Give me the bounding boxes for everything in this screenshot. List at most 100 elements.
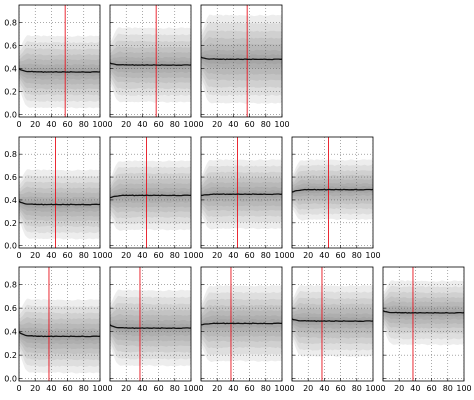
panel-frame <box>109 266 192 382</box>
confidence-band <box>19 329 100 341</box>
x-tick-label: 20 <box>121 251 131 260</box>
y-tick-label: 0.2 <box>4 88 17 97</box>
x-tick-label: 100 <box>183 120 198 129</box>
x-tick-label: 0 <box>16 120 21 129</box>
panel-r1c0: 0 20 40 60 80 100 0.0 0.2 0.4 0.6 0.8 <box>4 136 108 260</box>
x-tick-label: 20 <box>30 120 40 129</box>
panel-r2c2: 0 20 40 60 80 100 <box>198 266 290 393</box>
median-line <box>110 194 191 199</box>
x-tick-label: 80 <box>79 384 89 393</box>
panel-background <box>19 5 100 117</box>
panel-r0c2: 0 20 40 60 80 100 <box>198 4 290 129</box>
x-tick-label: 60 <box>154 251 164 260</box>
x-tick-label: 0 <box>198 384 203 393</box>
x-tick-label: 80 <box>170 384 180 393</box>
x-tick-label: 0 <box>289 251 294 260</box>
x-tick-label: 40 <box>46 251 56 260</box>
x-tick-label: 20 <box>212 384 222 393</box>
x-tick-label: 0 <box>198 251 203 260</box>
y-tick-label: 0.0 <box>4 375 17 384</box>
median-line <box>201 56 282 61</box>
panel-r2c4: 0 20 40 60 80 100 <box>380 266 472 393</box>
y-tick-label: 0.8 <box>4 150 17 159</box>
x-tick-label: 100 <box>183 251 198 260</box>
x-tick-label: 80 <box>261 120 271 129</box>
x-tick-label: 0 <box>289 384 294 393</box>
x-tick-label: 60 <box>245 384 255 393</box>
x-tick-label: 100 <box>274 251 289 260</box>
panel-r0c1: 0 20 40 60 80 100 <box>107 4 199 129</box>
panel-background <box>110 5 191 117</box>
panel-frame <box>109 4 192 118</box>
x-tick-label: 60 <box>245 120 255 129</box>
panel-frame <box>291 136 374 249</box>
panel-r2c0: 0 20 40 60 80 100 0.0 0.2 0.4 0.6 0.8 <box>4 266 108 393</box>
x-tick-label: 60 <box>63 120 73 129</box>
x-tick-label: 80 <box>261 384 271 393</box>
x-tick-label: 60 <box>427 384 437 393</box>
x-tick-label: 60 <box>245 251 255 260</box>
x-tick-label: 80 <box>79 251 89 260</box>
median-line <box>19 68 100 73</box>
y-tick-label: 0.8 <box>4 18 17 27</box>
x-tick-label: 100 <box>92 384 107 393</box>
panel-background <box>19 267 100 381</box>
x-tick-label: 40 <box>137 384 147 393</box>
panel-r1c1: 0 20 40 60 80 100 <box>107 136 199 260</box>
panel-background <box>383 267 464 381</box>
y-tick-label: 0.6 <box>4 304 17 313</box>
panel-frame <box>200 136 283 249</box>
panel-background <box>201 5 282 117</box>
x-tick-label: 40 <box>137 251 147 260</box>
confidence-band <box>19 198 100 209</box>
x-tick-label: 0 <box>16 251 21 260</box>
x-tick-label: 20 <box>30 384 40 393</box>
y-tick-label: 0.0 <box>4 242 17 251</box>
x-tick-label: 20 <box>303 251 313 260</box>
x-tick-label: 80 <box>261 251 271 260</box>
x-tick-label: 60 <box>63 384 73 393</box>
y-tick-label: 0.8 <box>4 281 17 290</box>
x-tick-label: 100 <box>92 251 107 260</box>
x-tick-label: 40 <box>137 120 147 129</box>
x-tick-label: 20 <box>212 120 222 129</box>
x-tick-label: 100 <box>92 120 107 129</box>
x-tick-label: 60 <box>154 120 164 129</box>
panel-frame <box>18 266 101 382</box>
y-tick-label: 0.4 <box>4 328 17 337</box>
x-tick-label: 80 <box>170 251 180 260</box>
y-tick-label: 0.4 <box>4 196 17 205</box>
x-tick-label: 60 <box>63 251 73 260</box>
x-tick-label: 0 <box>16 384 21 393</box>
y-tick-label: 0.4 <box>4 65 17 74</box>
panel-background <box>292 267 373 381</box>
x-tick-label: 40 <box>228 120 238 129</box>
panel-background <box>19 137 100 248</box>
panel-frame <box>200 266 283 382</box>
panel-r1c2: 0 20 40 60 80 100 <box>198 136 290 260</box>
median-line <box>383 310 464 314</box>
panel-background <box>110 267 191 381</box>
panel-frame <box>200 4 283 118</box>
panel-background <box>201 137 282 248</box>
x-tick-label: 40 <box>319 251 329 260</box>
x-tick-label: 20 <box>303 384 313 393</box>
x-tick-label: 60 <box>154 384 164 393</box>
y-tick-label: 0.0 <box>4 111 17 120</box>
y-tick-label: 0.6 <box>4 41 17 50</box>
x-tick-label: 100 <box>456 384 471 393</box>
median-line <box>292 318 373 323</box>
x-tick-label: 20 <box>121 384 131 393</box>
panel-r2c3: 0 20 40 60 80 100 <box>289 266 381 393</box>
x-tick-label: 80 <box>352 251 362 260</box>
median-line <box>110 62 191 66</box>
panel-r1c3: 0 20 40 60 80 100 <box>289 136 381 260</box>
x-tick-label: 100 <box>365 384 380 393</box>
panel-frame <box>18 4 101 118</box>
panel-r0c0: 0 20 40 60 80 100 0.0 0.2 0.4 0.6 0.8 <box>4 4 108 129</box>
x-tick-label: 20 <box>121 120 131 129</box>
median-line <box>201 322 282 326</box>
x-tick-label: 100 <box>365 251 380 260</box>
x-tick-label: 100 <box>274 384 289 393</box>
x-tick-label: 0 <box>107 120 112 129</box>
